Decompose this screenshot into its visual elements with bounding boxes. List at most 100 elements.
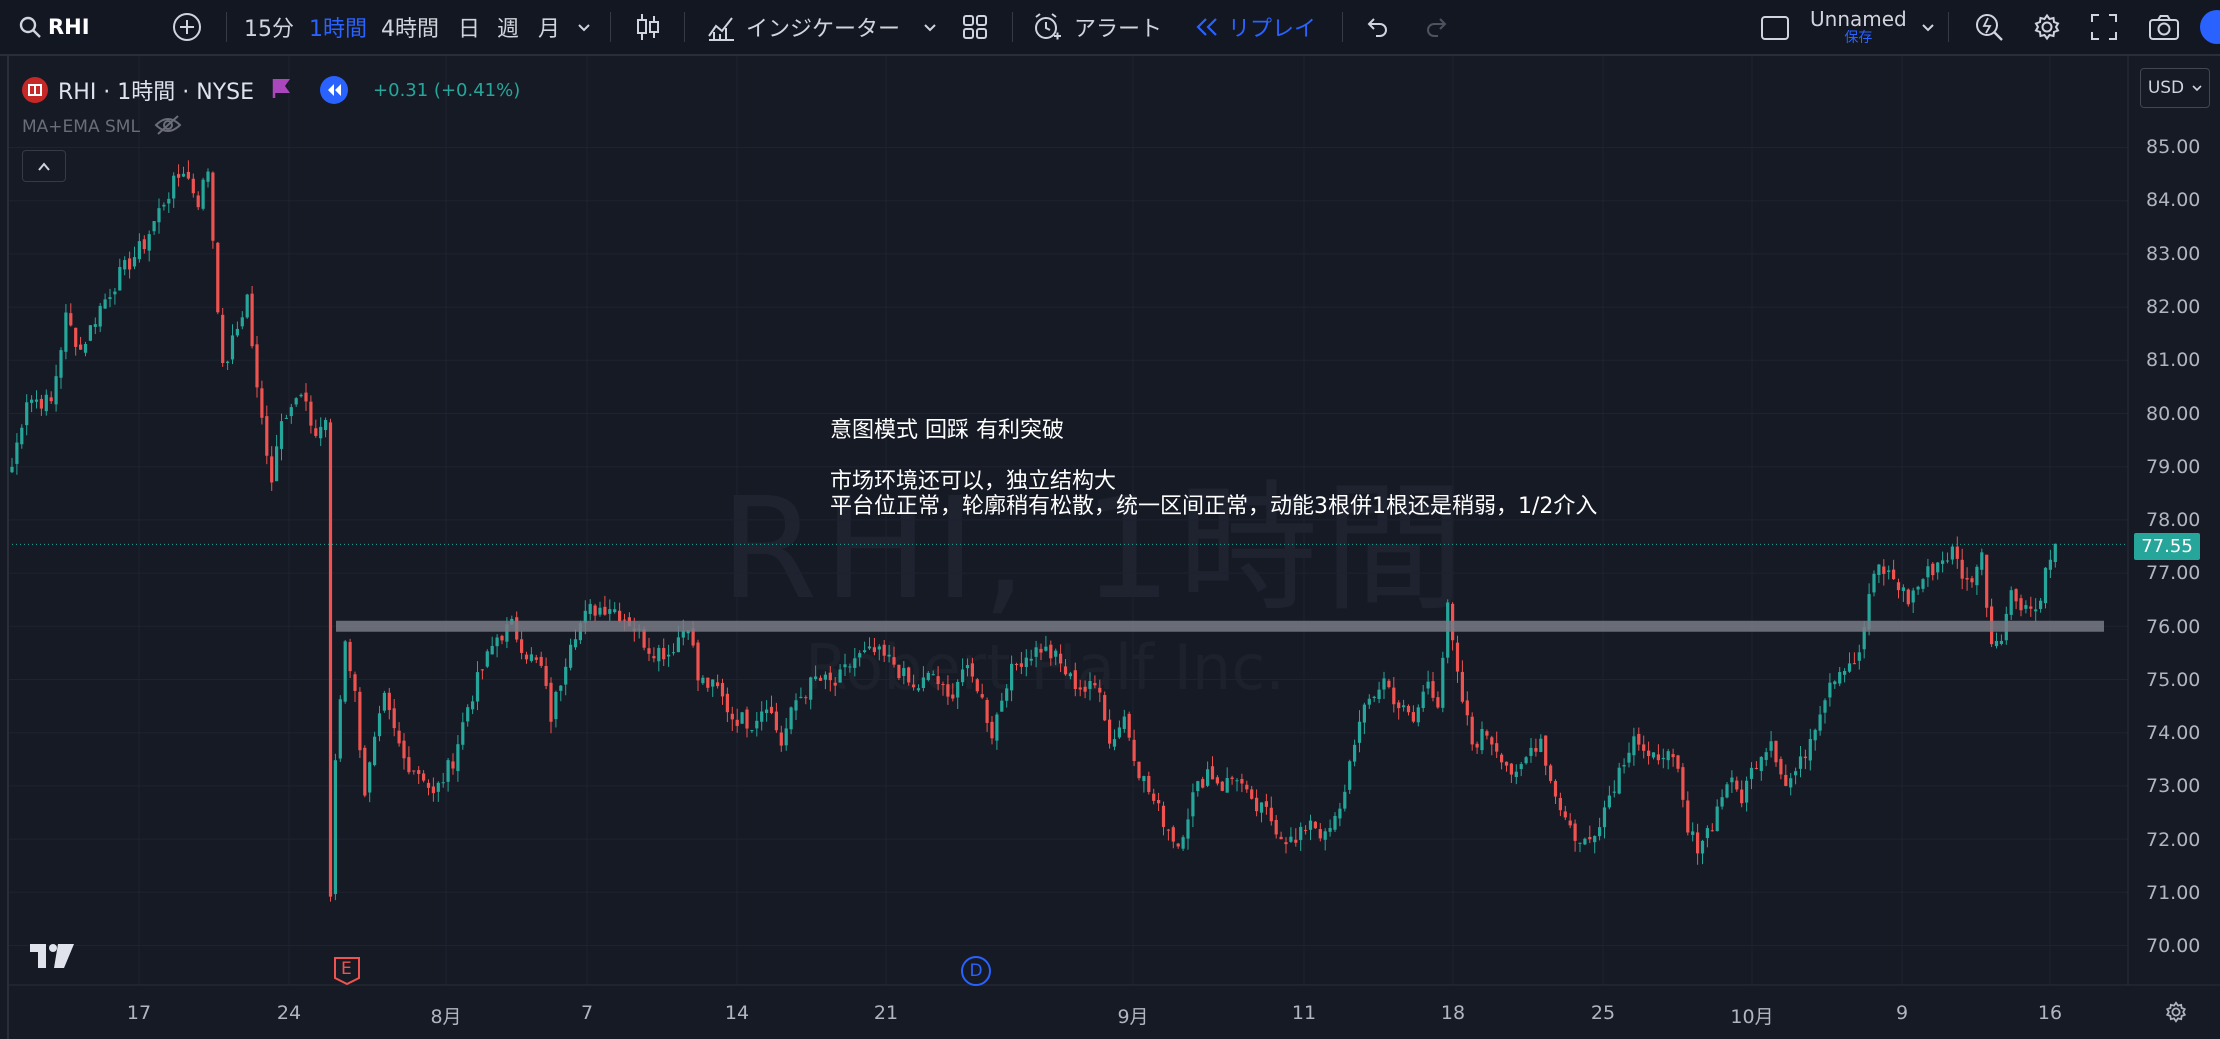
candle-body — [2014, 589, 2018, 602]
interval-15m-button[interactable]: 15分 — [244, 0, 294, 54]
candle-body — [1470, 716, 1474, 745]
candle-body — [652, 656, 656, 659]
candle-body — [1034, 647, 1038, 657]
indicators-button[interactable]: インジケーター — [706, 0, 900, 54]
indicator-legend[interactable]: MA+EMA SML — [22, 114, 182, 140]
interval-1h-button[interactable]: 1時間 — [309, 0, 367, 54]
candle-body — [892, 657, 896, 665]
interval-1m-button[interactable]: 月 — [538, 0, 560, 54]
replay-indicator-icon[interactable] — [320, 76, 349, 104]
candle-body — [1789, 778, 1793, 788]
candle-body — [1671, 754, 1675, 758]
candle-body — [1318, 829, 1322, 839]
interval-dropdown-button[interactable] — [576, 0, 592, 54]
annotation-line-1[interactable]: 意图模式 回踩 有利突破 — [830, 418, 1064, 443]
candle-body — [779, 732, 783, 746]
candle-body — [1867, 594, 1871, 630]
fullscreen-button[interactable] — [2090, 0, 2118, 54]
currency-button[interactable]: USD — [2140, 68, 2210, 108]
candle-body — [250, 293, 254, 347]
publish-button[interactable] — [2200, 10, 2220, 44]
tradingview-logo[interactable] — [28, 942, 76, 974]
candle-body — [1710, 830, 1714, 832]
interval-1d-button[interactable]: 日 — [458, 0, 480, 54]
replay-button[interactable]: リプレイ — [1194, 0, 1316, 54]
candle-body — [123, 260, 127, 270]
candle-body — [417, 770, 421, 774]
dividend-marker[interactable]: D — [961, 956, 991, 986]
candle-body — [1622, 764, 1626, 767]
layout-save-label: 保存 — [1844, 30, 1873, 46]
layout-checkbox[interactable] — [1760, 0, 1790, 54]
candle-body — [64, 312, 68, 352]
candle-body — [843, 664, 847, 668]
collapse-legend-button[interactable] — [22, 150, 66, 182]
symbol-label: RHI — [48, 15, 90, 39]
candle-body — [181, 173, 186, 177]
candle-body — [319, 426, 323, 439]
layout-dropdown-button[interactable] — [1920, 0, 1936, 54]
candle-body — [314, 428, 318, 436]
price-tick: 78.00 — [2146, 509, 2201, 531]
indicators-dropdown-button[interactable] — [922, 0, 938, 54]
candle-body — [549, 682, 553, 722]
candle-body — [485, 651, 489, 667]
candle-body — [1088, 681, 1092, 689]
last-price-value: 77.55 — [2141, 536, 2193, 557]
candle-body — [872, 647, 876, 653]
candle-body — [1308, 820, 1313, 830]
candle-body — [377, 713, 382, 737]
candle-body — [1514, 771, 1518, 778]
settings-button[interactable] — [2032, 0, 2062, 54]
candle-body — [936, 676, 940, 685]
symbol-search-button[interactable]: RHI — [18, 0, 90, 54]
candle-body — [1382, 678, 1386, 690]
interval-4h-button[interactable]: 4時間 — [381, 0, 439, 54]
layout-name-button[interactable]: Unnamed 保存 — [1810, 0, 1907, 54]
time-axis-settings-button[interactable] — [2164, 1000, 2188, 1028]
candle-body — [1681, 767, 1685, 800]
candle-body — [769, 706, 774, 714]
earnings-marker[interactable]: E — [333, 956, 361, 986]
candle-body — [1676, 755, 1680, 769]
candle-body — [397, 730, 401, 744]
candle-body — [34, 399, 39, 402]
candle-body — [1936, 562, 1940, 573]
candle-body — [1132, 739, 1136, 762]
chevron-up-icon — [36, 159, 52, 178]
interval-label: 週 — [497, 17, 520, 42]
candle-body — [1441, 657, 1445, 708]
candle-body — [275, 446, 279, 482]
symbol-legend[interactable]: RHI · 1時間 · NYSE +0.31 (+0.41%) — [22, 74, 520, 106]
redo-button[interactable] — [1424, 0, 1450, 54]
candle-body — [324, 419, 328, 431]
interval-1w-button[interactable]: 週 — [497, 0, 519, 54]
templates-button[interactable] — [962, 0, 988, 54]
candle-body — [343, 641, 347, 702]
snapshot-button[interactable] — [2148, 0, 2180, 54]
eye-hidden-icon[interactable] — [154, 114, 182, 140]
candle-body — [1985, 554, 1989, 608]
time-tick: 16 — [2037, 1002, 2063, 1024]
candle-body — [392, 708, 396, 729]
compare-add-button[interactable] — [172, 0, 202, 54]
quick-search-button[interactable] — [1974, 0, 2004, 54]
chart-type-button[interactable] — [634, 0, 662, 54]
annotation-line-3[interactable]: 平台位正常，轮廓稍有松散，统一区间正常，动能3根併1根还是稍弱，1/2介入 — [830, 494, 1598, 519]
candle-body — [118, 267, 122, 291]
candle-body — [1911, 590, 1915, 603]
candle-body — [569, 644, 573, 668]
undo-button[interactable] — [1364, 0, 1390, 54]
candle-body — [456, 744, 460, 772]
interval-label: 15分 — [244, 17, 294, 42]
candle-body — [1059, 653, 1063, 664]
candle-body — [794, 700, 798, 711]
chart-pane[interactable]: RHI, 1時間 Robert Half Inc. — [0, 56, 2220, 1039]
alert-button[interactable]: アラート — [1032, 0, 1162, 54]
interval-label: 4時間 — [381, 17, 439, 42]
flag-icon[interactable] — [272, 77, 292, 103]
candle-body — [1999, 640, 2003, 644]
candle-body — [1171, 827, 1175, 842]
annotation-line-2[interactable]: 市场环境还可以，独立结构大 — [830, 469, 1117, 494]
